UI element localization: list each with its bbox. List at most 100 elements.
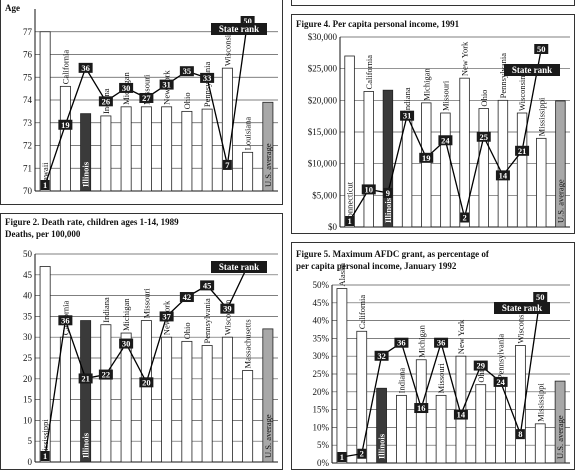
- fig2-category-label-michigan: Michigan: [121, 298, 131, 331]
- fig5-ytick-label: 0%: [317, 458, 330, 468]
- fig4-ytick-label: $0: [328, 222, 338, 232]
- fig4-bar-ohio: [478, 108, 489, 228]
- fig2-category-label-wisconsin: Wisconsin: [222, 299, 232, 335]
- fig2-rank-marker-mississippi: [40, 451, 50, 461]
- fig4-rank-marker-pennsylvania: [495, 170, 510, 181]
- fig2-ytick-label: 30: [23, 332, 33, 342]
- fig5-rank-label-ohio: 29: [477, 361, 486, 371]
- fig2-bar-new-york: [161, 336, 173, 463]
- fig2-rank-label-california: 36: [61, 315, 70, 325]
- fig1-rank-label-louisiana: 50: [243, 16, 252, 26]
- fig2-rank-label-ohio: 42: [183, 292, 192, 302]
- fig2-rank-marker-missouri: [139, 377, 154, 388]
- fig1-bar-illinois: [80, 113, 92, 192]
- fig4-rank-label-indiana: 31: [403, 111, 412, 121]
- fig2-rank-label-mississippi: 1: [43, 451, 47, 461]
- fig4-bar-new-york: [459, 77, 470, 228]
- fig1-category-label-louisiana: Louisiana: [243, 117, 253, 151]
- fig2-category-label-massachusetts: Massachusetts: [243, 319, 253, 368]
- fig1-category-label-u-s-average: U.S. average: [263, 143, 273, 187]
- fig2-chart: 05101520253035404550MississippiCaliforni…: [23, 249, 278, 467]
- fig2-bar-mississippi: [39, 266, 51, 463]
- fig1-bar-u-s-average: [262, 101, 274, 192]
- fig1-ytick-label: 77: [23, 27, 33, 37]
- fig5-ytick-label: 50%: [313, 280, 330, 290]
- fig2-legend-label: State rank: [219, 262, 259, 272]
- fig5-category-label-ohio: Ohio: [476, 366, 486, 383]
- fig1-ytick-label: 74: [23, 95, 33, 105]
- fig2-rank-label-indiana: 22: [102, 370, 111, 380]
- fig4-rank-marker-new-york: [460, 212, 470, 223]
- fig1-chart: 7071727374757677HawaiiCaliforniaIllinois…: [23, 9, 278, 196]
- fig1-rank-marker-illinois: [78, 62, 93, 73]
- fig5-category-label-wisconsin: Wisconsin: [515, 307, 525, 343]
- fig5-ytick-label: 40%: [313, 316, 330, 326]
- fig1-ytick-label: 73: [23, 118, 33, 128]
- fig1-bar-pennsylvania: [201, 108, 213, 192]
- fig2-rank-label-new-york: 37: [162, 311, 171, 321]
- fig5-title-line2: per capita personal income, January 1992: [296, 261, 457, 271]
- fig2-ytick-label: 50: [23, 249, 33, 259]
- fig1-rank-label-california: 19: [61, 120, 70, 130]
- fig4-legend-label: State rank: [512, 65, 552, 75]
- fig1-bar-louisiana: [242, 151, 254, 192]
- fig2-rank-marker-new-york: [159, 311, 174, 322]
- fig5-rank-label-new-york: 14: [457, 410, 466, 420]
- fig4-bar-michigan: [421, 102, 432, 228]
- fig1-legend-box: [211, 23, 267, 35]
- fig1-bar-michigan: [120, 106, 132, 192]
- fig1-category-label-pennsylvania: Pennsylvania: [202, 62, 212, 108]
- fig4-rank-label-california: 10: [365, 184, 374, 194]
- fig4-bar-pennsylvania: [497, 99, 509, 228]
- fig5-bar-wisconsin: [515, 345, 526, 464]
- fig2-bar-missouri: [140, 320, 152, 463]
- fig5-ytick-label: 25%: [313, 369, 330, 379]
- fig4-title: Figure 4. Per capita personal income, 19…: [296, 19, 460, 29]
- fig1-panel: Age 70 71 72 73 74 75 76 77 Hawaii California Illi…: [0, 0, 283, 205]
- fig5-rank-marker-ohio: [473, 360, 488, 371]
- fig2-ytick-label: 40: [23, 291, 33, 301]
- fig2-bar-massachusetts: [242, 370, 254, 463]
- fig1-rank-label-indiana: 26: [102, 96, 111, 106]
- fig4-rank-label-pennsylvania: 14: [499, 170, 508, 180]
- fig5-legend-box: [494, 302, 550, 314]
- fig1-rank-marker-ohio: [179, 66, 194, 77]
- fig1-rank-label-hawaii: 1: [43, 180, 47, 190]
- fig4-ytick-label: $10,000: [308, 159, 338, 169]
- fig2-bar-illinois: [80, 320, 92, 463]
- fig4-category-label-california: California: [364, 55, 374, 90]
- fig1-rank-label-ohio: 35: [183, 66, 192, 76]
- fig5-ytick-label: 45%: [313, 298, 330, 308]
- fig1-bar-missouri: [140, 106, 152, 192]
- fig4-rank-label-connecticut: 1: [347, 216, 351, 226]
- fig1-rank-marker-new-york: [159, 79, 174, 90]
- fig1-rank-label-wisconsin: 7: [225, 160, 230, 170]
- fig5-chart: 0% 5% 10% 15% 20% 25% 30% 35% 40% 45% 50% Alaska Cal…: [313, 263, 570, 468]
- fig4-rank-label-missouri: 24: [441, 135, 450, 145]
- fig1-rank-marker-michigan: [119, 82, 134, 93]
- fig5-title-line1: Figure 5. Maximum AFDC grant, as percent…: [296, 249, 489, 259]
- fig4-rank-marker-california: [361, 184, 376, 195]
- fig1-category-label-wisconsin: Wisconsin: [222, 30, 232, 66]
- fig2-title: Figure 2. Death rate, children ages 1-14…: [5, 217, 179, 227]
- fig4-bar-wisconsin: [516, 112, 528, 228]
- fig1-rank-label-missouri: 27: [142, 93, 151, 103]
- fig5-category-label-missouri: Missouri: [436, 362, 446, 393]
- fig2-bar-indiana: [100, 324, 112, 463]
- fig2-bar-michigan: [120, 332, 132, 463]
- fig4-rank-marker-illinois: [383, 187, 393, 198]
- fig5-rank-marker-illinois: [374, 350, 389, 361]
- fig4-category-label-wisconsin: Wisconsin: [517, 75, 527, 111]
- fig1-ytick-label: 76: [23, 50, 33, 60]
- fig1-rank-marker-missouri: [139, 92, 154, 103]
- fig2-rank-marker-indiana: [98, 369, 113, 380]
- fig4-rank-marker-missouri: [438, 135, 453, 146]
- fig2-rank-marker-ohio: [179, 292, 194, 303]
- fig4-chart: $0 $5,000 $10,000 $15,000 $20,000 $25,000 $30,…: [308, 32, 570, 232]
- fig5-ytick-label: 10%: [313, 422, 330, 432]
- fig5-rank-marker-missouri: [434, 337, 449, 348]
- fig5-ytick-label: 20%: [313, 387, 330, 397]
- fig4-rank-marker-mississippi: [534, 44, 549, 54]
- fig5-rank-label-pennsylvania: 24: [496, 377, 505, 387]
- fig4-bar-u-s-average: [555, 100, 566, 228]
